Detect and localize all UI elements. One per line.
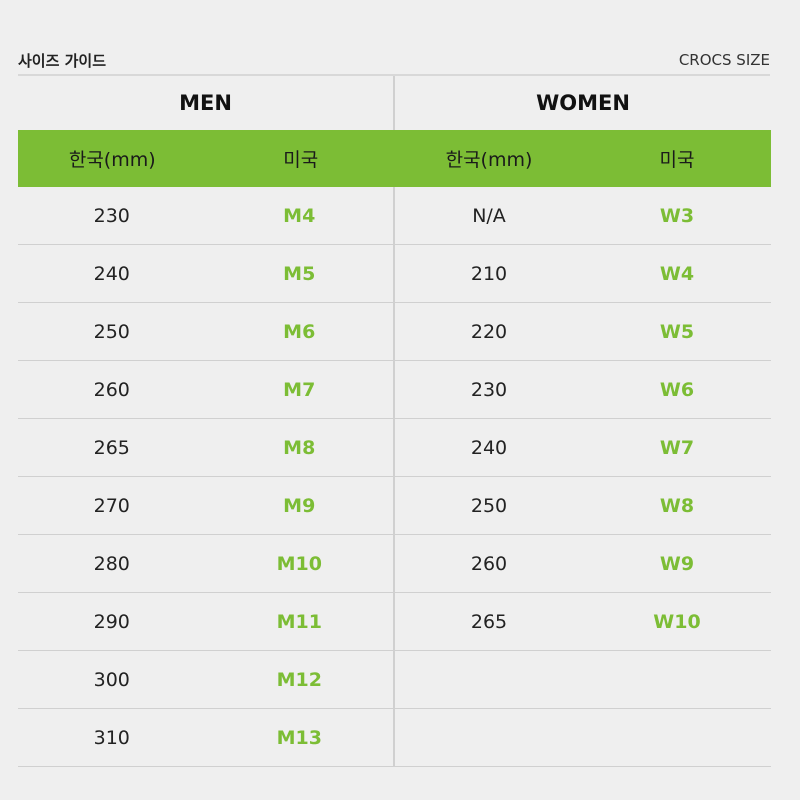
women-kr-size: 220 [470, 320, 508, 343]
women-us-size: W4 [659, 262, 695, 285]
men-kr-size: 300 [93, 668, 130, 691]
women-us-size: W9 [659, 552, 695, 575]
men-kr-size: 230 [93, 204, 130, 227]
men-us-header: 미국 [283, 149, 319, 171]
column-header-row: 한국(mm) 미국 한국(mm) 미국 [18, 130, 771, 187]
women-us-header: 미국 [659, 149, 695, 171]
men-us-size: M7 [283, 378, 316, 401]
crocs-size-label: CROCS SIZE [678, 51, 770, 69]
women-us-size: W8 [659, 494, 695, 517]
page-title: 사이즈 가이드 [18, 51, 107, 70]
men-kr-size: 270 [93, 494, 130, 517]
men-kr-size: 265 [93, 436, 130, 459]
men-us-size: M6 [283, 320, 316, 343]
table-row: 290 M11 265 W10 [18, 593, 771, 651]
women-kr-size: 210 [470, 262, 508, 285]
table-row: 230 M4 N/A W3 [18, 187, 771, 245]
table-row: 280 M10 260 W9 [18, 535, 771, 593]
men-us-size: M4 [283, 204, 316, 227]
men-us-size: M8 [283, 436, 316, 459]
table-row: 310 M13 [18, 709, 771, 767]
table-row: 300 M12 [18, 651, 771, 709]
men-kr-size: 310 [93, 726, 130, 749]
women-kr-size: 230 [470, 378, 508, 401]
women-kr-size: 260 [470, 552, 508, 575]
men-heading: MEN [179, 91, 232, 115]
women-us-size: W5 [659, 320, 695, 343]
men-kr-size: 250 [93, 320, 130, 343]
table-row: 265 M8 240 W7 [18, 419, 771, 477]
men-kr-size: 280 [93, 552, 130, 575]
women-kr-size: N/A [472, 204, 506, 227]
men-us-size: M11 [276, 610, 322, 633]
women-kr-header: 한국(mm) [445, 149, 533, 171]
men-kr-size: 290 [93, 610, 130, 633]
men-kr-header: 한국(mm) [68, 149, 156, 171]
table-row: 270 M9 250 W8 [18, 477, 771, 535]
men-kr-size: 260 [93, 378, 130, 401]
table-row: 260 M7 230 W6 [18, 361, 771, 419]
women-kr-size: 240 [470, 436, 508, 459]
women-us-size: W7 [659, 436, 695, 459]
size-table: MEN WOMEN 한국(mm) 미국 한국(mm) 미국 230 M4 N/A W3 24… [18, 76, 771, 767]
men-us-size: M9 [283, 494, 316, 517]
women-heading: WOMEN [536, 91, 630, 115]
women-kr-size: 250 [470, 494, 508, 517]
size-guide-header: 사이즈 가이드 CROCS SIZE [18, 46, 770, 76]
men-us-size: M13 [276, 726, 322, 749]
women-us-size: W3 [659, 204, 695, 227]
men-us-size: M12 [276, 668, 322, 691]
table-row: 250 M6 220 W5 [18, 303, 771, 361]
women-us-size: W6 [659, 378, 695, 401]
women-us-size: W10 [653, 610, 701, 633]
women-kr-size: 265 [470, 610, 508, 633]
men-kr-size: 240 [93, 262, 130, 285]
men-us-size: M10 [276, 552, 322, 575]
table-row: 240 M5 210 W4 [18, 245, 771, 303]
men-us-size: M5 [283, 262, 316, 285]
